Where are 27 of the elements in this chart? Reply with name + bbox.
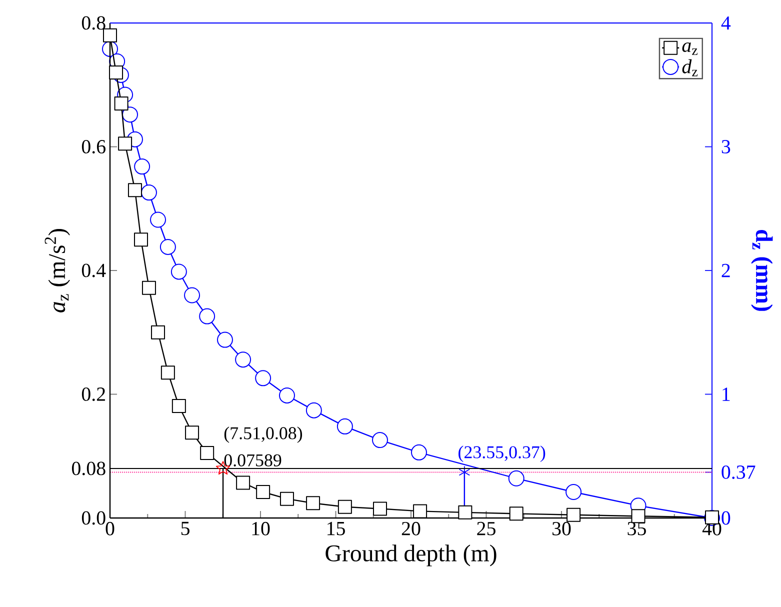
y2-tick-label: 1 <box>722 388 730 401</box>
y2-tick-label: 0.37 <box>722 465 756 479</box>
y-tick-label: 0.0 <box>82 511 106 525</box>
y-tick-label: 0.6 <box>82 140 106 154</box>
x-axis-title: Ground depth (m) <box>326 544 496 566</box>
y-tick-label: 0.8 <box>82 16 106 30</box>
x-tick-label: 0 <box>106 522 114 536</box>
x-tick-label: 20 <box>402 522 420 536</box>
y-tick-label: 0.2 <box>82 387 105 402</box>
annotation: 0.07589 <box>224 454 282 466</box>
legend-label: d$_{z}$ <box>682 59 698 76</box>
y2-tick-label: 4 <box>721 16 731 30</box>
annotation: (7.51,0.08) <box>224 426 302 443</box>
y2-tick-label: 3 <box>722 140 730 154</box>
x-tick-label: 10 <box>252 522 270 536</box>
x-tick-label: 25 <box>477 522 496 536</box>
y-tick-label: 0.08 <box>72 462 106 476</box>
y2-tick-label: 2 <box>722 264 730 278</box>
y2-tick-label: 0 <box>722 511 730 525</box>
y-tick-label: 0.4 <box>82 264 106 278</box>
x-tick-label: 30 <box>552 522 571 536</box>
annotation: (23.55,0.37) <box>458 446 546 462</box>
x-tick-label: 5 <box>181 522 190 536</box>
y-axis-title: a$_{z}$ (m/s$^{2}$) <box>44 228 70 312</box>
text: d$_{z}$ (mm) <box>751 230 773 311</box>
legend-label: a$_{z}$ <box>682 42 698 55</box>
x-tick-label: 15 <box>328 522 345 536</box>
